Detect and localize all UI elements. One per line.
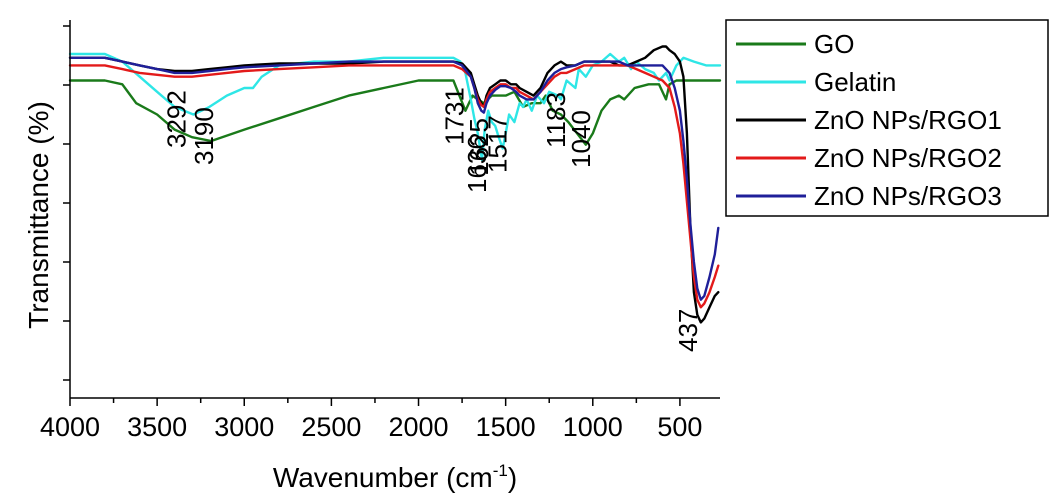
- peak-label-1625: 1625: [464, 118, 494, 176]
- legend-label: ZnO NPs/RGO3: [814, 181, 1002, 211]
- series-line-zno-nps-rgo2: [68, 64, 720, 309]
- y-ticks: [63, 25, 70, 381]
- series-line-zno-nps-rgo3: [68, 56, 720, 301]
- x-axis-title-main: Wavenumber (cm: [273, 462, 493, 493]
- x-axis-title-close: ): [508, 462, 517, 493]
- legend-label: Gelatin: [814, 67, 896, 97]
- legend: GO Gelatin ZnO NPs/RGO1 ZnO NPs/RGO2 ZnO NPs…: [725, 19, 1049, 217]
- peak-label-1636: 1636: [462, 135, 492, 193]
- x-axis-title: Wavenumber (cm-1): [273, 461, 517, 493]
- x-tick-label: 1000: [563, 412, 623, 442]
- series-line-gelatin: [68, 52, 722, 162]
- peak-label-3190: 3190: [189, 107, 219, 165]
- peak-label-1183: 1183: [541, 92, 571, 148]
- peak-label-1731: 1731: [439, 87, 469, 145]
- x-tick-label: 1500: [476, 412, 536, 442]
- x-tick-label: 4000: [40, 412, 100, 442]
- legend-label: ZnO NPs/RGO1: [814, 105, 1002, 135]
- y-axis-title: Transmittance (%): [23, 101, 54, 329]
- legend-label: ZnO NPs/RGO2: [814, 143, 1002, 173]
- peak-label-1040: 1040: [566, 110, 596, 168]
- axes-layer: [69, 20, 720, 399]
- x-tick-label: 500: [657, 412, 702, 442]
- x-tick-label: 3500: [127, 412, 187, 442]
- peak-label-1517: 1517: [483, 115, 513, 173]
- series-line-go: [68, 79, 722, 146]
- series-line-zno-nps-rgo1: [68, 45, 720, 324]
- legend-box: [725, 19, 1049, 217]
- x-tick-label: 2000: [388, 412, 448, 442]
- peak-label-3292: 3292: [161, 90, 191, 148]
- peak-label-437: 437: [673, 309, 703, 352]
- x-tick-label: 2500: [301, 412, 361, 442]
- x-tick-label: 3000: [214, 412, 274, 442]
- x-ticks: 4000 3500 3000 2500 2000 1500 1000 500: [40, 398, 702, 442]
- series-layer: [68, 45, 722, 324]
- x-axis-title-superscript: -1: [493, 461, 508, 480]
- legend-label: GO: [814, 29, 854, 59]
